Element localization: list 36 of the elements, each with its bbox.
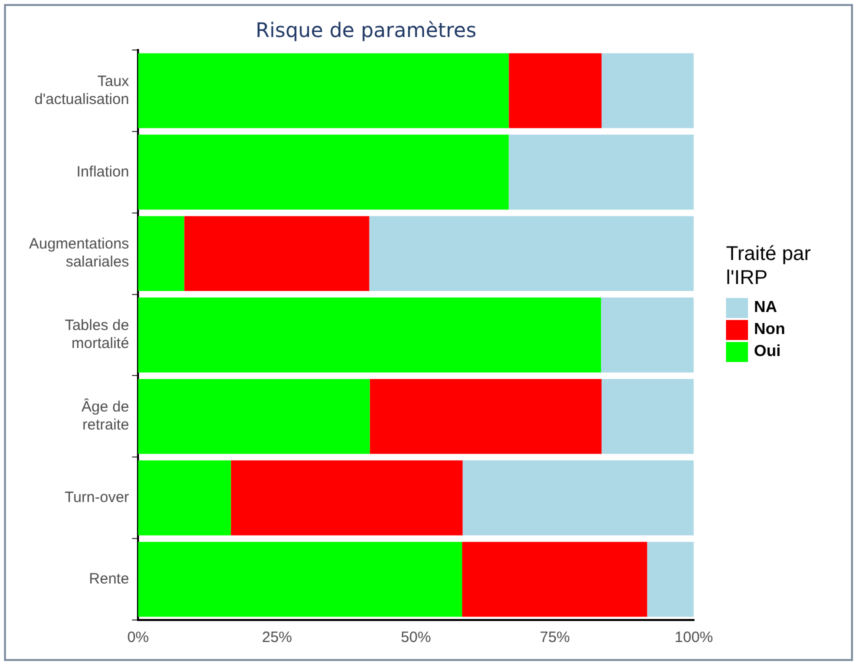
x-tick-label: 100%: [674, 629, 714, 646]
x-tick-label: 50%: [400, 629, 431, 646]
legend-label: Non: [754, 321, 786, 339]
y-tick-label: Inflation: [76, 163, 130, 180]
x-tick-label: 0%: [127, 629, 149, 646]
bar: [369, 216, 694, 292]
y-tick-label: Taux d'actualisation: [34, 72, 130, 108]
bar: [138, 53, 509, 128]
bar: [601, 298, 694, 372]
bar: [508, 134, 694, 210]
legend-title: Traité par l'IRP: [726, 242, 812, 290]
bar: [184, 216, 370, 292]
bar: [462, 542, 648, 617]
bar: [138, 216, 184, 292]
bar: [138, 378, 370, 454]
y-tick-label: Âge de retraite: [82, 398, 130, 434]
bar: [647, 542, 694, 617]
bar: [138, 298, 602, 372]
bar: [602, 53, 694, 128]
bar: [138, 460, 231, 536]
bar: [462, 460, 694, 536]
bar: [508, 53, 602, 128]
bar: [602, 378, 694, 454]
bar: [138, 542, 462, 617]
legend-label: Oui: [754, 343, 781, 361]
x-tick-label: 25%: [262, 629, 292, 646]
y-tick-label: Tables de mortalité: [64, 317, 130, 352]
bar: [138, 134, 509, 210]
chart-title: Risque de paramètres: [256, 18, 476, 42]
y-tick-label: Rente: [89, 570, 130, 588]
y-tick-label: Turn-over: [64, 489, 130, 506]
legend-label: NA: [754, 299, 778, 317]
bar: [370, 378, 602, 454]
y-tick-label: Augmentations salariales: [28, 236, 130, 271]
bar: [230, 460, 463, 536]
x-tick-label: 75%: [540, 629, 570, 646]
